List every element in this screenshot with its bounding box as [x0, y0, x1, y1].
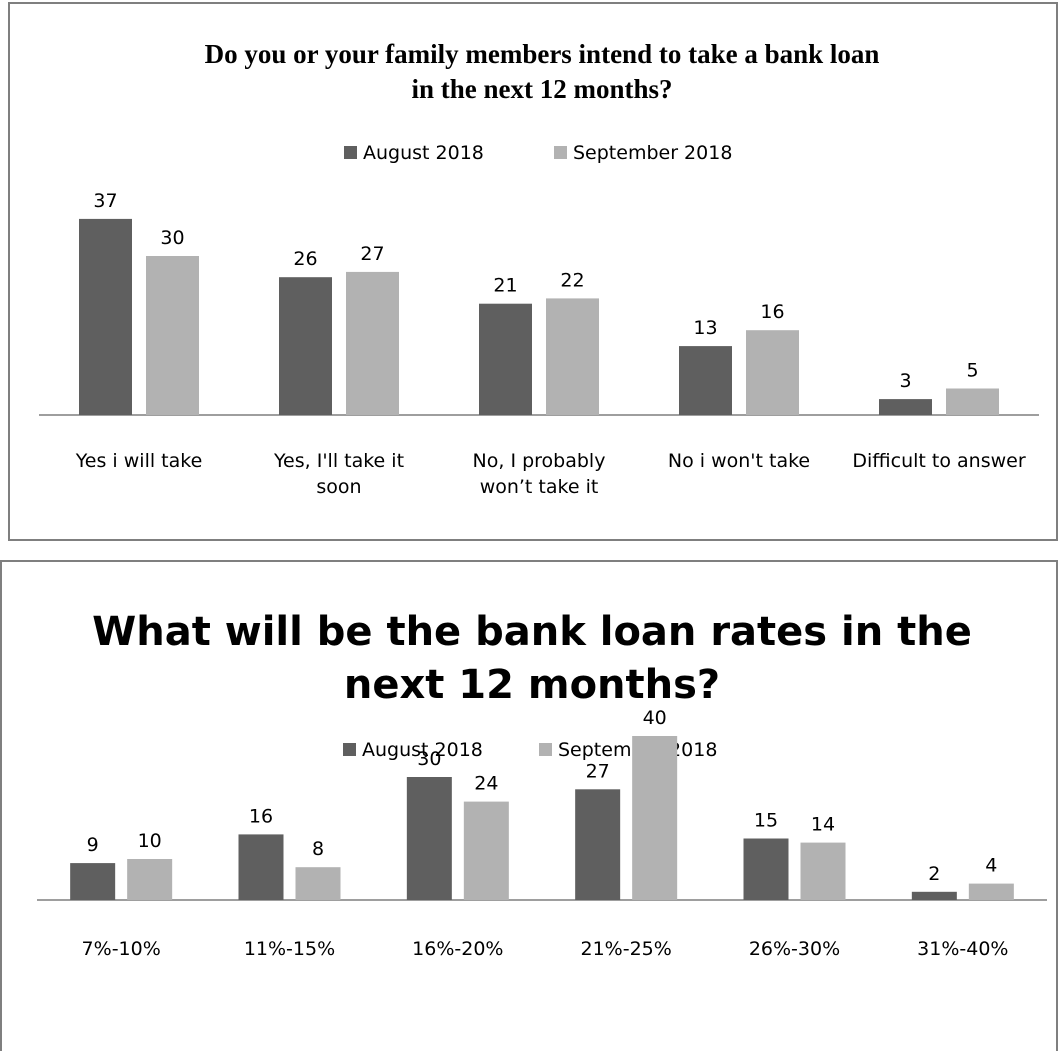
bar: [79, 218, 132, 415]
bar: [70, 863, 116, 900]
legend-label: August 2018: [363, 142, 484, 164]
data-label: 26: [293, 248, 317, 270]
bar: [238, 834, 284, 900]
x-tick-label: No i won't take: [668, 450, 810, 472]
x-tick-label: 16%-20%: [412, 938, 503, 960]
data-label: 2: [928, 863, 940, 885]
x-tick-label: 21%-25%: [581, 938, 672, 960]
data-label: 21: [493, 275, 517, 297]
legend-swatch: [539, 743, 552, 756]
x-tick-label: soon: [316, 476, 361, 498]
bar: [746, 330, 799, 415]
bar: [127, 859, 173, 900]
data-label: 3: [899, 370, 911, 392]
bar: [279, 277, 332, 415]
x-tick-label: 11%-15%: [244, 938, 335, 960]
data-label: 16: [760, 301, 784, 323]
bar: [743, 838, 789, 900]
data-label: 27: [586, 760, 610, 782]
bar: [295, 867, 341, 900]
bar: [146, 256, 199, 415]
bar: [406, 777, 452, 900]
data-label: 40: [643, 707, 667, 729]
legend-label: August 2018: [362, 739, 483, 761]
data-label: 30: [160, 227, 184, 249]
legend-swatch: [554, 146, 567, 159]
x-tick-label: Difficult to answer: [852, 450, 1025, 472]
data-label: 24: [474, 773, 498, 795]
x-tick-label: 31%-40%: [917, 938, 1008, 960]
data-label: 14: [811, 814, 835, 836]
bar: [911, 891, 957, 900]
bar: [679, 346, 732, 415]
bar: [546, 298, 599, 415]
chart-title-line: next 12 months?: [344, 662, 720, 708]
data-label: 37: [93, 190, 117, 212]
chart-panel-loan-rates: What will be the bank loan rates in the n…: [0, 560, 1058, 1051]
chart-loan-rates: What will be the bank loan rates in the n…: [37, 609, 1047, 960]
bar: [346, 271, 399, 415]
x-tick-label: 7%-10%: [82, 938, 161, 960]
data-label: 22: [560, 269, 584, 291]
data-label: 10: [138, 830, 162, 852]
x-tick-label: Yes i will take: [75, 450, 203, 472]
bar: [946, 388, 999, 415]
data-label: 5: [966, 360, 978, 382]
x-tick-label: No, I probably: [473, 450, 606, 472]
chart-loan-intent: Do you or your family members intend to …: [39, 39, 1039, 498]
chart-title-line: in the next 12 months?: [411, 74, 672, 104]
bar: [479, 303, 532, 415]
x-tick-label: Yes, I'll take it: [273, 450, 404, 472]
legend-label: September 2018: [573, 142, 732, 164]
x-tick-label: won’t take it: [480, 476, 599, 498]
chart-panel-loan-intent: Do you or your family members intend to …: [8, 2, 1058, 541]
legend-swatch: [343, 743, 356, 756]
data-label: 9: [87, 834, 99, 856]
chart-title-line: Do you or your family members intend to …: [205, 39, 880, 69]
bar: [463, 801, 509, 900]
x-tick-label: 26%-30%: [749, 938, 840, 960]
data-label: 27: [360, 243, 384, 265]
data-label: 13: [693, 317, 717, 339]
chart-title-line: What will be the bank loan rates in the: [92, 609, 972, 655]
bar: [968, 883, 1014, 900]
legend-swatch: [344, 146, 357, 159]
data-label: 30: [417, 748, 441, 770]
data-label: 15: [754, 810, 778, 832]
bar: [575, 789, 621, 900]
bar: [879, 399, 932, 415]
data-label: 4: [985, 855, 997, 877]
bar: [800, 842, 846, 900]
data-label: 16: [249, 805, 273, 827]
bar: [632, 736, 678, 900]
data-label: 8: [312, 838, 324, 860]
